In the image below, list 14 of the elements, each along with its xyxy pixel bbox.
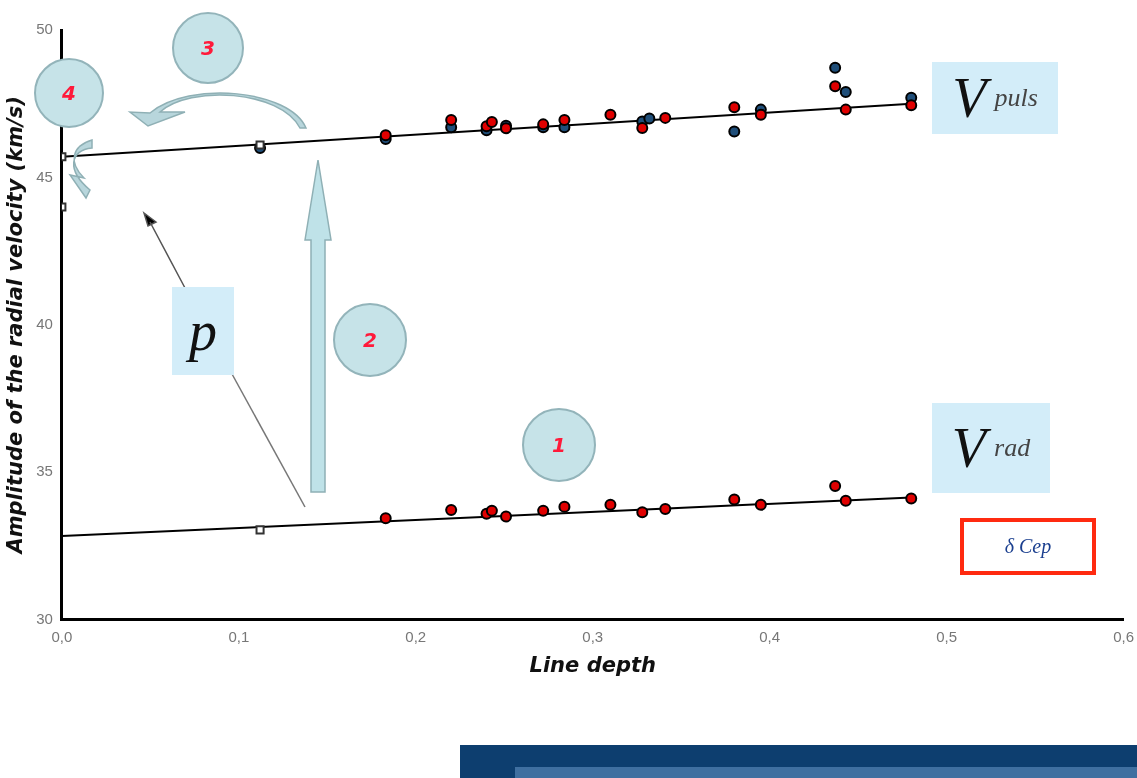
x-tick-label: 0,4 [759, 627, 781, 645]
x-tick-label: 0,6 [1113, 627, 1134, 645]
y-tick-label: 40 [36, 315, 53, 333]
y-axis-title: Amplitude of the radial velocity (km/s) [3, 96, 28, 556]
x-tick-label: 0,5 [936, 627, 958, 645]
y-tick-label: 30 [36, 609, 53, 627]
x-tick-label: 0,2 [405, 627, 427, 645]
x-tick-label: 0,3 [582, 627, 604, 645]
y-tick-label: 45 [36, 167, 53, 185]
y-tick-label: 50 [36, 20, 53, 38]
y-tick-label: 35 [36, 462, 53, 480]
x-tick-label: 0,1 [228, 627, 250, 645]
x-axis-title: Line depth [529, 652, 656, 677]
x-tick-label: 0,0 [51, 627, 73, 645]
